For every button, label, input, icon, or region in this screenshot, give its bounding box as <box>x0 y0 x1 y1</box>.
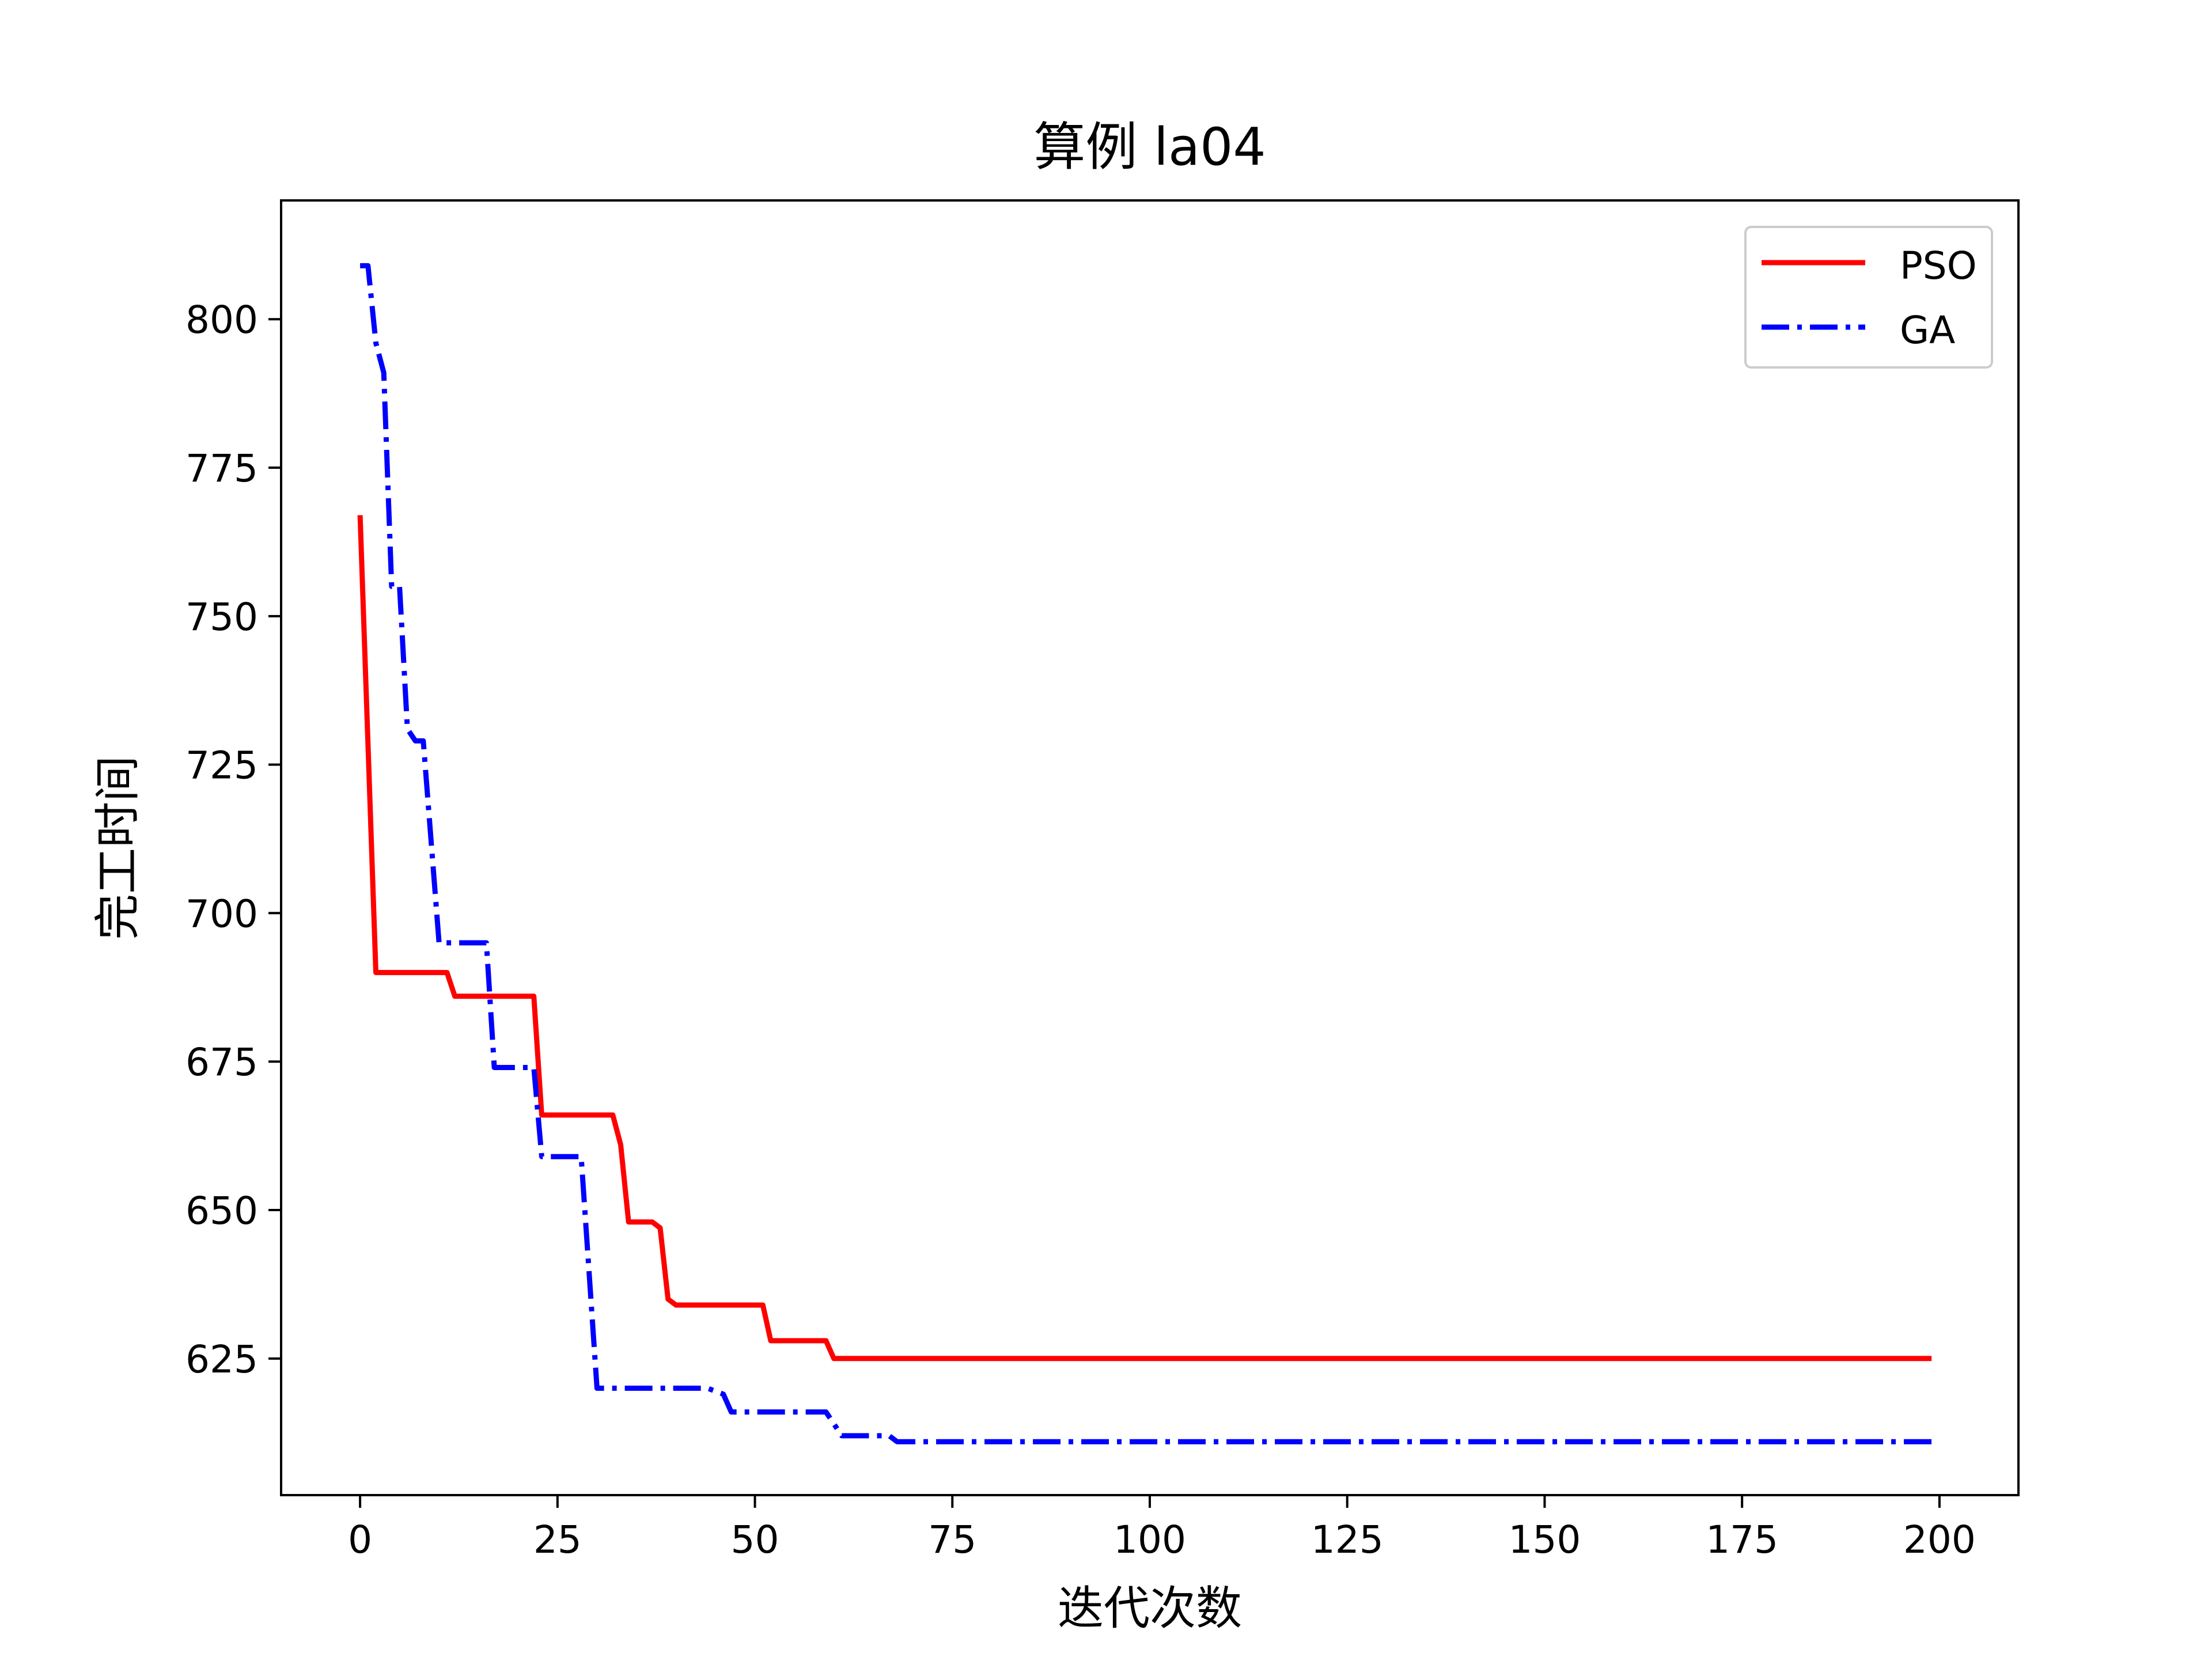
y-tick-label: 800 <box>185 298 258 342</box>
y-axis-label: 完工时间 <box>91 756 145 940</box>
y-tick-label: 700 <box>185 892 258 936</box>
y-tick-label: 625 <box>185 1337 258 1382</box>
x-tick-label: 200 <box>1903 1518 1976 1562</box>
legend: PSO GA <box>1744 226 1993 369</box>
chart-title: 算例 la04 <box>1033 117 1266 177</box>
legend-label-ga: GA <box>1900 308 1955 352</box>
x-tick-label: 0 <box>348 1518 372 1562</box>
x-tick-label: 175 <box>1706 1518 1778 1562</box>
x-tick-label: 125 <box>1311 1518 1384 1562</box>
legend-label-pso: PSO <box>1900 244 1977 288</box>
y-tick-label: 775 <box>185 446 258 491</box>
x-tick-label: 150 <box>1508 1518 1581 1562</box>
y-tick-label: 750 <box>185 595 258 639</box>
x-axis-label: 迭代次数 <box>1058 1582 1242 1635</box>
y-tick-label: 675 <box>185 1040 258 1084</box>
y-tick-label: 725 <box>185 744 258 788</box>
x-tick-label: 25 <box>533 1518 582 1562</box>
series-line-ga <box>360 263 1932 1444</box>
series-line-pso <box>357 515 1932 1362</box>
x-tick-label: 50 <box>731 1518 779 1562</box>
x-tick-label: 75 <box>928 1518 976 1562</box>
y-tick-label: 650 <box>185 1189 258 1233</box>
x-tick-label: 100 <box>1113 1518 1186 1562</box>
